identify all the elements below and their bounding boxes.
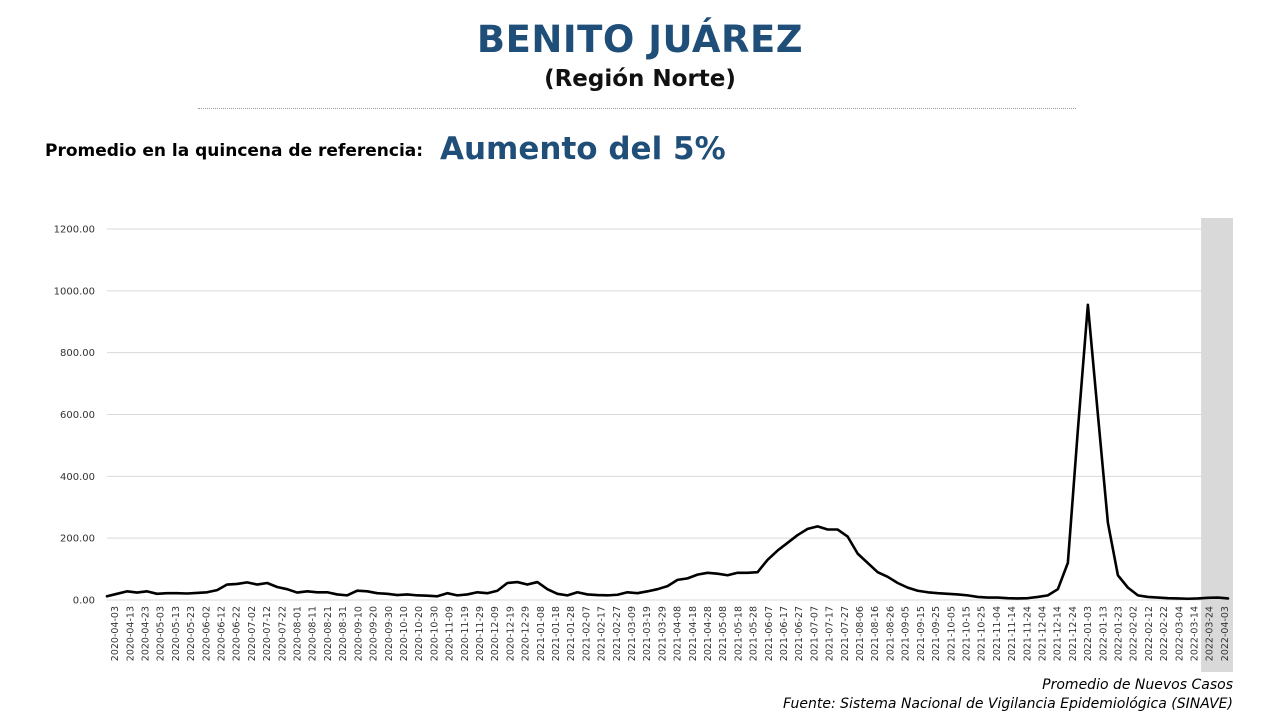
title-divider	[198, 108, 1076, 109]
x-tick-label: 2020-06-12	[217, 606, 228, 661]
y-tick-label: 400.00	[60, 472, 95, 483]
x-tick-label: 2021-04-18	[688, 606, 699, 661]
y-axis-ticks: 0.00 200.00 400.00 600.00 800.00 1000.00 1200.…	[54, 225, 95, 607]
x-tick-label: 2021-06-17	[779, 606, 790, 661]
x-tick-label: 2020-04-03	[110, 606, 121, 661]
x-tick-label: 2021-07-17	[825, 606, 836, 661]
x-tick-label: 2020-10-30	[429, 606, 440, 661]
x-tick-label: 2021-11-24	[1022, 606, 1033, 661]
x-tick-label: 2021-02-17	[597, 606, 608, 661]
x-tick-label: 2021-12-04	[1037, 606, 1048, 661]
series-layer	[105, 303, 1230, 601]
y-tick-label: 600.00	[60, 410, 95, 421]
x-tick-label: 2022-01-23	[1113, 606, 1124, 661]
x-tick-label: 2020-04-23	[141, 606, 152, 661]
x-tick-label: 2020-05-13	[171, 606, 182, 661]
x-tick-label: 2022-02-22	[1159, 606, 1170, 661]
page-title: BENITO JUÁREZ	[476, 18, 804, 61]
shaded-period-band	[1201, 218, 1233, 672]
y-tick-label: 0.00	[73, 596, 95, 607]
x-tick-label: 2021-01-28	[566, 606, 577, 661]
x-tick-label: 2020-07-12	[262, 606, 273, 661]
reference-label: Promedio en la quincena de referencia:	[45, 141, 424, 161]
x-tick-label: 2022-01-03	[1083, 606, 1094, 661]
x-tick-label: 2020-05-23	[186, 606, 197, 661]
x-tick-label: 2020-11-29	[475, 606, 486, 661]
x-tick-label: 2021-06-27	[794, 606, 805, 661]
x-tick-label: 2020-10-10	[399, 606, 410, 661]
x-tick-label: 2021-09-25	[931, 606, 942, 661]
x-tick-label: 2020-09-20	[369, 606, 380, 661]
x-tick-label: 2021-03-19	[642, 606, 653, 661]
x-tick-label: 2020-09-10	[353, 606, 364, 661]
x-tick-label: 2020-07-22	[277, 606, 288, 661]
y-tick-label: 200.00	[60, 534, 95, 545]
x-tick-label: 2021-01-08	[536, 606, 547, 661]
x-tick-label: 2022-01-13	[1098, 606, 1109, 661]
x-tick-label: 2020-11-09	[445, 606, 456, 661]
page-subtitle: (Región Norte)	[544, 66, 736, 92]
x-tick-label: 2022-03-04	[1174, 606, 1185, 661]
x-tick-label: 2021-02-27	[612, 606, 623, 661]
x-tick-label: 2021-07-27	[840, 606, 851, 661]
x-tick-label: 2020-07-02	[247, 606, 258, 661]
x-tick-label: 2020-11-19	[460, 606, 471, 661]
x-tick-label: 2020-08-21	[323, 606, 334, 661]
x-tick-label: 2020-06-02	[201, 606, 212, 661]
reference-value: Aumento del 5%	[440, 131, 726, 167]
series-legend-label: Promedio de Nuevos Casos	[1042, 677, 1233, 693]
x-tick-label: 2021-10-05	[946, 606, 957, 661]
series-line-0	[105, 303, 1230, 601]
shaded-region-layer	[1201, 218, 1233, 672]
x-tick-label: 2020-08-01	[293, 606, 304, 661]
y-tick-label: 800.00	[60, 348, 95, 359]
x-tick-label: 2021-09-15	[916, 606, 927, 661]
x-tick-label: 2021-10-15	[961, 606, 972, 661]
x-tick-label: 2021-04-28	[703, 606, 714, 661]
x-tick-label: 2021-04-08	[673, 606, 684, 661]
x-tick-label: 2021-07-07	[809, 606, 820, 661]
x-tick-label: 2022-03-24	[1205, 606, 1216, 661]
x-tick-label: 2021-05-28	[749, 606, 760, 661]
x-tick-label: 2021-03-29	[657, 606, 668, 661]
x-tick-label: 2021-11-14	[1007, 606, 1018, 661]
x-tick-label: 2021-01-18	[551, 606, 562, 661]
y-tick-label: 1000.00	[54, 286, 95, 297]
x-tick-label: 2020-04-13	[125, 606, 136, 661]
x-tick-label: 2021-08-06	[855, 606, 866, 661]
x-tick-label: 2021-09-05	[901, 606, 912, 661]
x-tick-label: 2020-12-29	[521, 606, 532, 661]
x-tick-label: 2022-03-14	[1189, 606, 1200, 661]
source-note: Fuente: Sistema Nacional de Vigilancia E…	[783, 696, 1233, 712]
x-tick-label: 2021-12-24	[1068, 606, 1079, 661]
x-tick-label: 2020-06-22	[232, 606, 243, 661]
x-axis-ticks: 2020-04-03 2020-04-13 2020-04-23 2020-05-03…	[110, 606, 1231, 661]
x-tick-label: 2022-04-03	[1220, 606, 1231, 661]
x-tick-label: 2021-10-25	[977, 606, 988, 661]
x-tick-label: 2020-08-11	[308, 606, 319, 661]
x-tick-label: 2021-08-16	[870, 606, 881, 661]
x-tick-label: 2020-09-30	[384, 606, 395, 661]
x-tick-label: 2021-02-07	[581, 606, 592, 661]
x-tick-label: 2020-05-03	[156, 606, 167, 661]
x-tick-label: 2021-11-04	[992, 606, 1003, 661]
x-tick-label: 2021-12-14	[1053, 606, 1064, 661]
x-tick-label: 2020-10-20	[414, 606, 425, 661]
x-tick-label: 2021-05-18	[733, 606, 744, 661]
x-tick-label: 2020-12-19	[505, 606, 516, 661]
x-tick-label: 2020-12-09	[490, 606, 501, 661]
x-tick-label: 2021-05-08	[718, 606, 729, 661]
grid-layer	[107, 228, 1232, 601]
x-tick-label: 2022-02-12	[1144, 606, 1155, 661]
y-tick-label: 1200.00	[54, 225, 95, 236]
x-tick-label: 2021-03-09	[627, 606, 638, 661]
x-tick-label: 2021-08-26	[885, 606, 896, 661]
x-tick-label: 2022-02-02	[1129, 606, 1140, 661]
x-tick-label: 2021-06-07	[764, 606, 775, 661]
x-tick-label: 2020-08-31	[338, 606, 349, 661]
